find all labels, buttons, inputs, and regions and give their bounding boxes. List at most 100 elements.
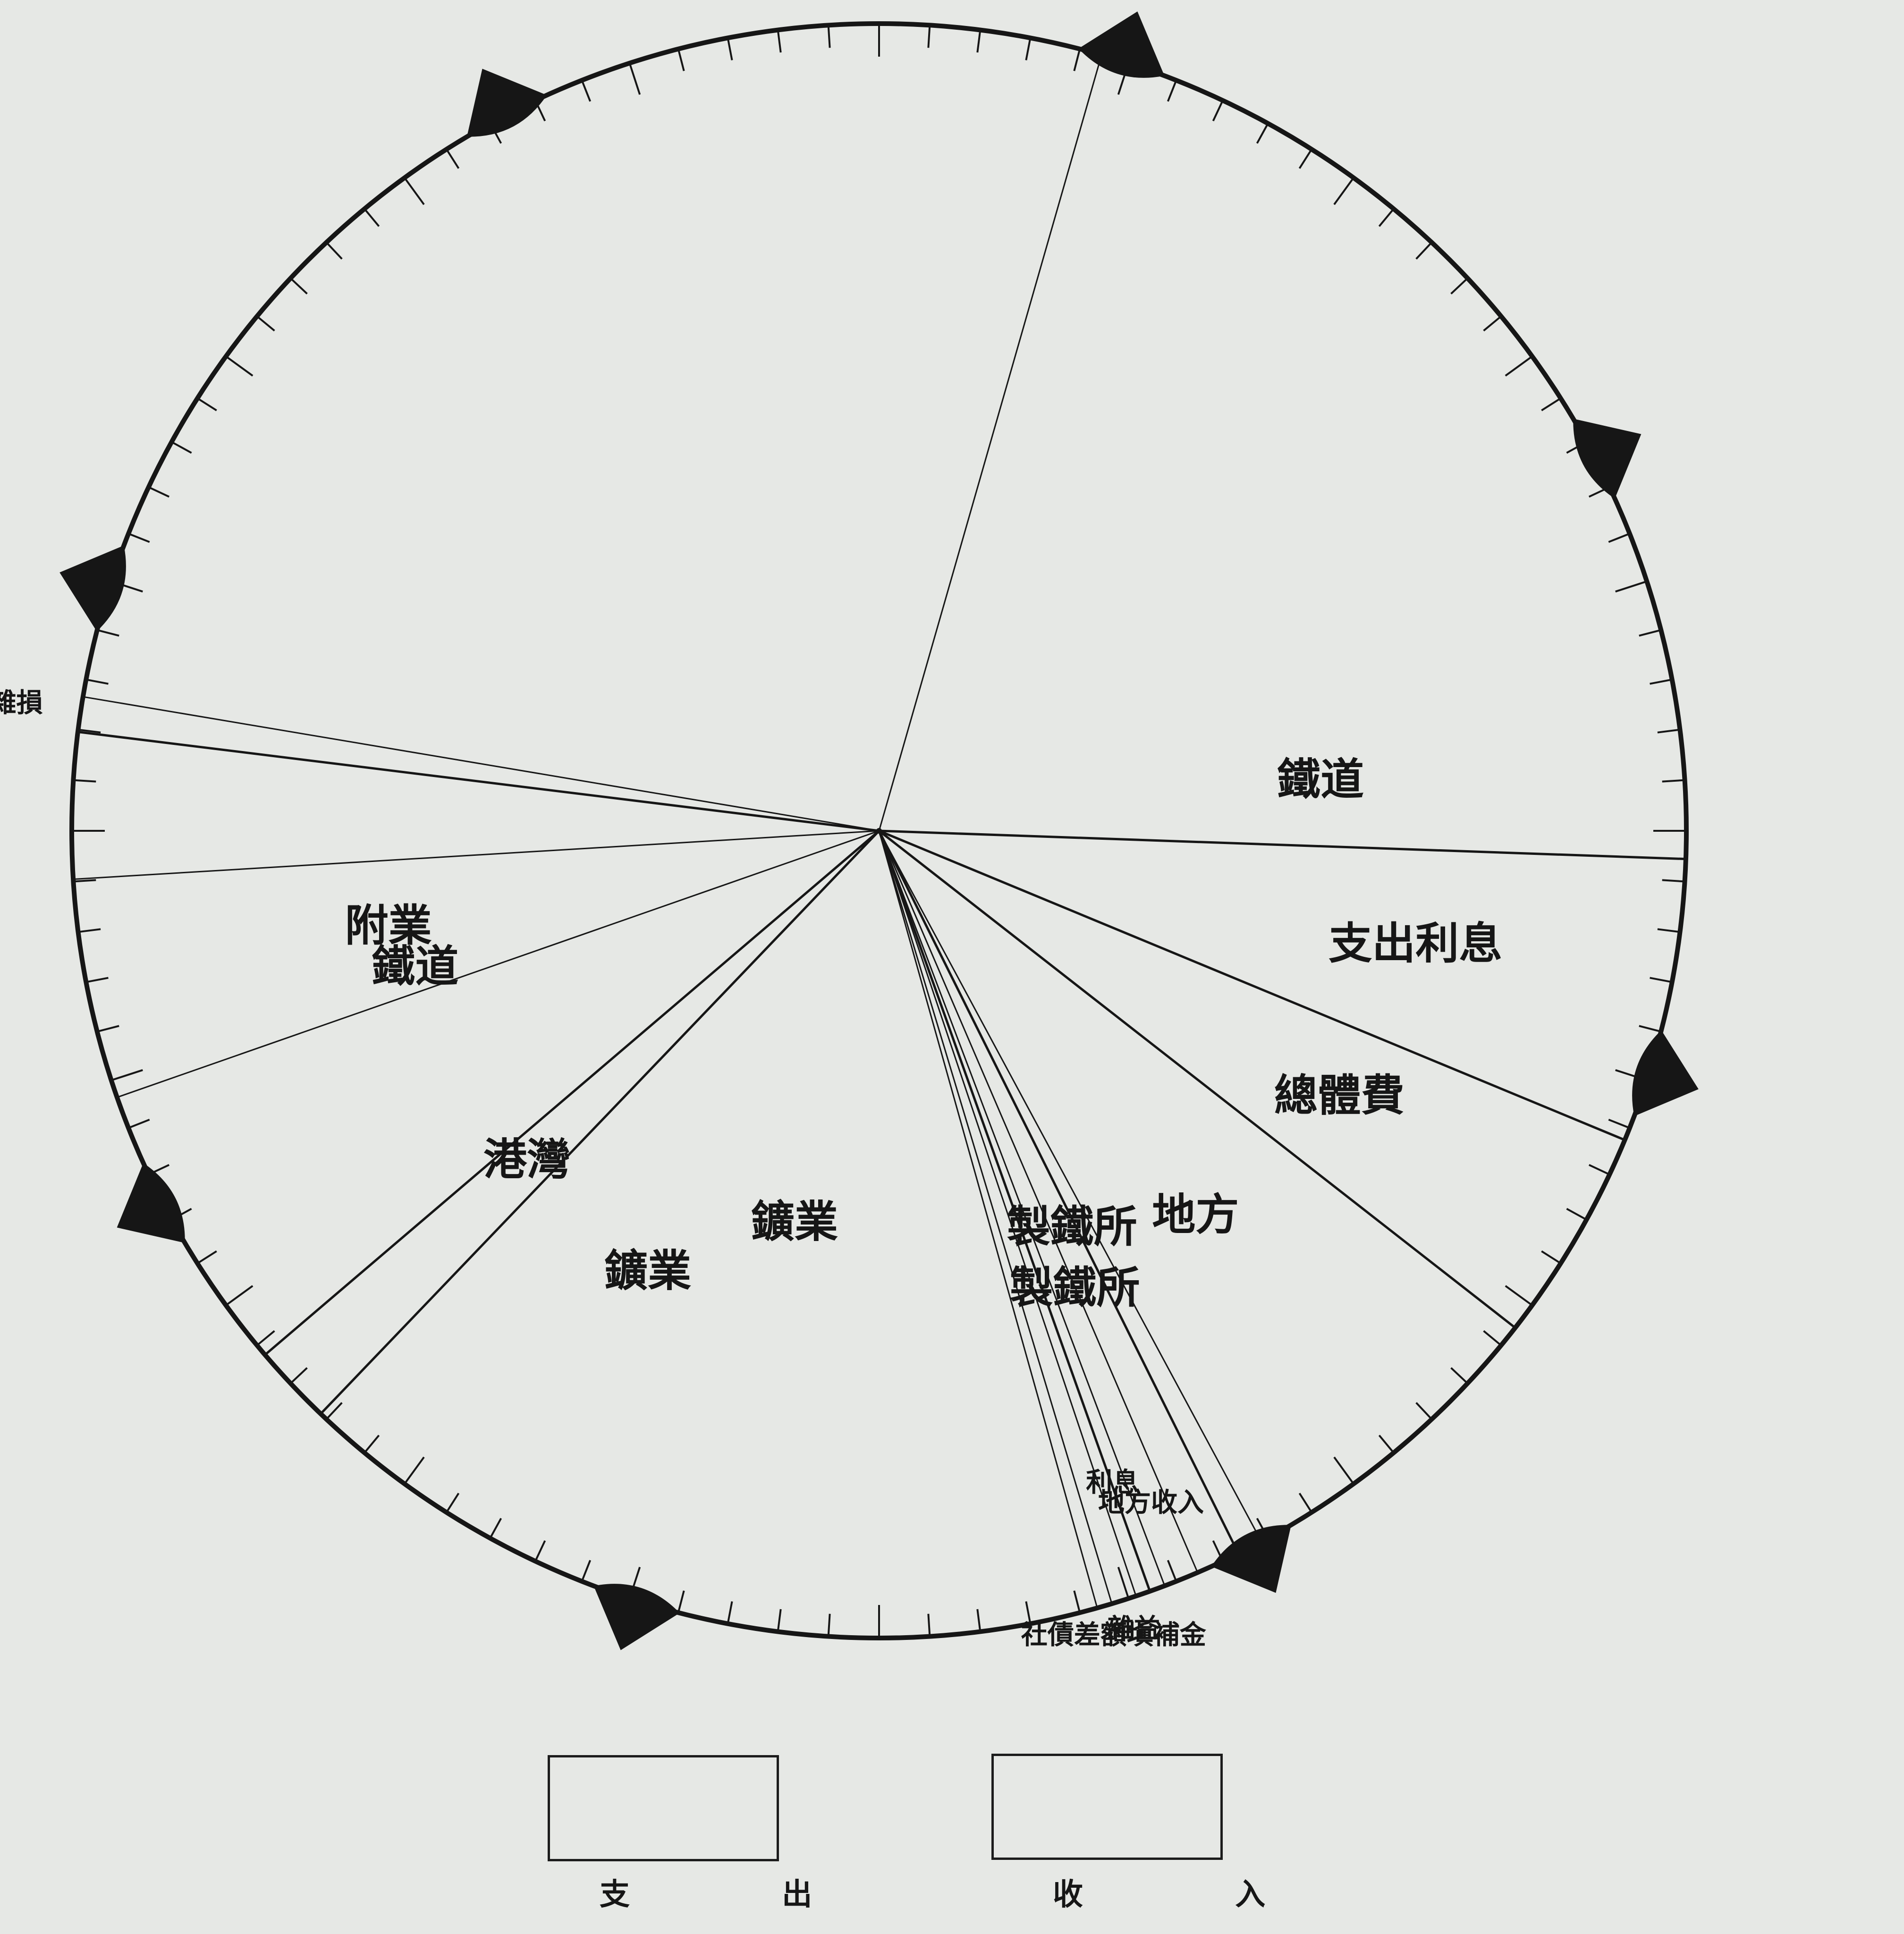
scale-tick	[1025, 37, 1032, 60]
scale-ornament	[1211, 1525, 1292, 1593]
slice-boundary	[79, 731, 880, 832]
scale-tick	[1615, 580, 1647, 593]
slice-boundary	[878, 830, 1239, 1553]
scale-tick	[290, 1367, 308, 1385]
scale-tick	[1662, 779, 1685, 783]
scale-tick	[1505, 1285, 1533, 1306]
scale-tick	[677, 49, 685, 71]
scale-tick	[85, 678, 109, 685]
scale-tick	[364, 208, 380, 227]
scale-tick	[225, 355, 254, 377]
scale-tick	[97, 629, 119, 637]
slice-label: 鑛業	[604, 1245, 691, 1296]
legend-label-expenditure: 支 出	[600, 1877, 883, 1912]
scale-tick	[827, 25, 831, 48]
scale-tick	[404, 177, 425, 205]
scale-tick	[777, 1609, 782, 1632]
scale-tick	[256, 315, 275, 332]
scale-tick	[1483, 1330, 1502, 1346]
pie-center	[876, 828, 882, 834]
scale-ornament	[117, 1163, 185, 1243]
scale-tick	[446, 1493, 460, 1513]
scale-tick	[1608, 532, 1630, 543]
scale-tick	[827, 1613, 831, 1637]
scale-tick	[78, 728, 101, 734]
scale-tick	[677, 1590, 685, 1613]
slice-label: 鑛業	[751, 1196, 838, 1247]
scale-tick	[1483, 315, 1502, 332]
scale-tick	[727, 1601, 733, 1624]
legend-label-income: 收 入	[1053, 1877, 1337, 1912]
scale-tick	[1608, 1118, 1630, 1129]
scale-tick	[1333, 177, 1354, 205]
scale-tick	[628, 63, 641, 95]
scale-tick	[1167, 1560, 1177, 1582]
scale-tick	[1025, 1601, 1032, 1624]
scale-ornament	[1573, 418, 1642, 499]
slice-boundary	[118, 830, 880, 1098]
scale-tick	[290, 277, 308, 295]
slice-label: 附業	[345, 900, 432, 951]
slice-boundary	[878, 830, 1198, 1571]
scale-tick	[1256, 123, 1269, 144]
slice-label: 雜損	[0, 687, 43, 718]
scale-tick	[128, 1118, 150, 1129]
scale-tick	[1588, 1164, 1610, 1175]
scale-tick	[976, 1609, 982, 1632]
scale-tick	[1505, 355, 1533, 377]
scale-ornament	[59, 545, 126, 632]
scale-tick	[534, 1540, 546, 1562]
slice-boundary	[878, 830, 1151, 1590]
scale-tick	[1333, 1456, 1354, 1485]
scale-tick	[85, 977, 109, 983]
scale-tick	[148, 486, 170, 498]
scale-tick	[727, 37, 733, 60]
scale-tick	[197, 397, 217, 412]
scale-tick	[225, 1285, 254, 1306]
slice-boundary	[878, 830, 1098, 1606]
scale-tick	[1415, 1402, 1433, 1420]
slice-label: 地方	[1152, 1189, 1239, 1240]
scale-tick	[73, 879, 96, 883]
slice-label: 總體費	[1274, 1070, 1405, 1121]
scale-tick	[1662, 879, 1685, 883]
scale-tick	[1541, 1250, 1561, 1264]
scale-ornament	[1632, 1030, 1699, 1116]
scale-ornament	[466, 68, 547, 137]
scale-ornament	[1078, 11, 1165, 78]
scale-tick	[1639, 1025, 1661, 1033]
scale-tick	[1450, 1367, 1468, 1385]
scale-tick	[1657, 928, 1680, 933]
scale-tick	[1639, 629, 1661, 637]
slice-boundary	[878, 830, 1515, 1328]
scale-tick	[325, 242, 343, 260]
legend-swatch-income	[991, 1754, 1223, 1860]
slice-label: 雜益	[1108, 1613, 1160, 1644]
scale-tick	[581, 80, 592, 102]
scale-tick	[128, 532, 150, 543]
slice-boundary	[878, 830, 1165, 1585]
slice-label: 港灣	[483, 1134, 570, 1185]
slice-boundary	[85, 696, 880, 832]
scale-tick	[1298, 1493, 1312, 1513]
scale-tick	[1650, 977, 1673, 983]
slice-label: 鐵道	[372, 941, 458, 992]
scale-tick	[73, 779, 96, 783]
scale-tick	[927, 25, 931, 48]
scale-tick	[1378, 1435, 1395, 1453]
slice-boundary	[879, 829, 1684, 861]
scale-tick	[404, 1456, 425, 1485]
scale-tick	[171, 441, 192, 454]
slice-boundary	[321, 830, 880, 1413]
slice-boundary	[878, 830, 1136, 1595]
scale-tick	[78, 928, 101, 933]
slice-boundary	[879, 829, 1624, 1140]
scale-tick	[364, 1435, 380, 1453]
scale-tick	[97, 1025, 119, 1033]
slice-boundary	[878, 56, 1102, 831]
slice-boundary	[265, 830, 880, 1355]
slice-boundary	[878, 830, 1261, 1541]
scale-tick	[927, 1613, 931, 1637]
scale-tick	[1212, 100, 1224, 122]
